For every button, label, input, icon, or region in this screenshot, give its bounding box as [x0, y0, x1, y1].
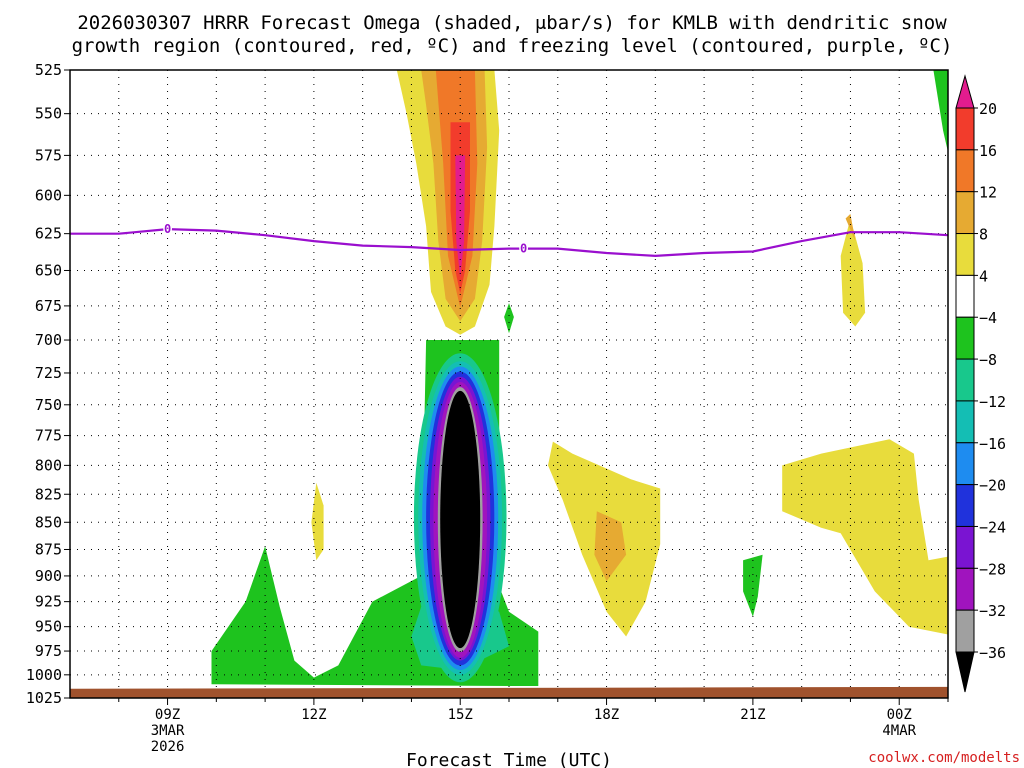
omega-pos-8-blob-22z [845, 213, 856, 242]
colorbar-swatch [955, 316, 975, 360]
colorbar-swatch [955, 525, 975, 569]
y-tick-label: 550 [35, 105, 62, 123]
colorbar-swatch [955, 107, 975, 151]
x-tick-label: 21Z [740, 707, 765, 723]
colorbar-swatch [955, 567, 975, 611]
colorbar-arrow-bottom [955, 651, 975, 693]
x-tick-date: 3MAR [151, 723, 185, 739]
y-tick-label: 1025 [26, 689, 62, 707]
colorbar-level-label: −32 [979, 602, 1006, 620]
colorbar-swatch [955, 149, 975, 193]
colorbar-level-label: −20 [979, 477, 1006, 495]
y-tick-label: 975 [35, 642, 62, 660]
colorbar-swatch [955, 609, 975, 653]
y-tick-label: 750 [35, 396, 62, 414]
omega-neg-8-21z [743, 554, 763, 617]
surface-terrain [70, 686, 948, 698]
y-tick-label: 825 [35, 485, 62, 503]
plot-area: 00 [70, 70, 948, 698]
colorbar-level-label: −28 [979, 560, 1006, 578]
omega-pos-20-core [455, 155, 466, 278]
y-tick-label: 600 [35, 186, 62, 204]
omega-neg-8-corner [933, 70, 948, 153]
x-tick-label: 00Z [887, 707, 912, 723]
y-tick-label: 900 [35, 567, 62, 585]
x-tick-label: 09Z [155, 707, 180, 723]
colorbar-level-label: −36 [979, 644, 1006, 662]
freezing-level-label: 0 [520, 242, 527, 256]
y-tick-label: 575 [35, 146, 62, 164]
omega-pos-4-22z [782, 439, 948, 635]
colorbar-swatch [955, 442, 975, 486]
x-tick-label: 12Z [301, 707, 326, 723]
colorbar-swatch [955, 274, 975, 318]
y-tick-label: 1000 [26, 666, 62, 684]
omega-pos-4-blob-22z [840, 218, 866, 327]
colorbar-level-label: 20 [979, 100, 997, 118]
y-tick-label: 650 [35, 261, 62, 279]
omega-pos-4-12z [311, 482, 324, 561]
x-tick-label: 18Z [594, 707, 619, 723]
colorbar-level-label: −16 [979, 435, 1006, 453]
colorbar-level-label: 8 [979, 226, 988, 244]
colorbar-swatch [955, 191, 975, 235]
freezing-level-label: 0 [164, 222, 171, 236]
y-tick-label: 525 [35, 61, 62, 79]
y-tick-label: 625 [35, 225, 62, 243]
y-tick-label: 725 [35, 364, 62, 382]
colorbar-swatch [955, 484, 975, 527]
plot-frame [69, 69, 949, 699]
y-tick-label: 850 [35, 513, 62, 531]
chart-title-line2: growth region (contoured, red, ºC) and f… [72, 35, 953, 57]
x-tick-label: 15Z [448, 707, 473, 723]
y-tick-label: 875 [35, 540, 62, 558]
colorbar-level-label: −12 [979, 393, 1006, 411]
omega-pos-8-18z [594, 511, 627, 582]
colorbar-swatch [955, 400, 975, 444]
watermark-text: coolwx.com/modelts [868, 750, 1020, 766]
y-tick-label: 675 [35, 297, 62, 315]
x-tick-year: 2026 [151, 739, 185, 755]
x-axis-label: Forecast Time (UTC) [406, 750, 612, 768]
y-tick-label: 925 [35, 593, 62, 611]
omega-neg-8-16z [504, 303, 514, 334]
colorbar-level-label: 12 [979, 184, 997, 202]
colorbar-swatch [955, 358, 975, 402]
omega-neg-36-core [440, 390, 481, 649]
colorbar-swatch [955, 233, 975, 276]
colorbar-arrow-top [955, 74, 975, 109]
y-tick-label: 775 [35, 427, 62, 445]
colorbar-level-label: −4 [979, 309, 997, 327]
colorbar-level-label: 4 [979, 267, 988, 285]
colorbar-level-label: −24 [979, 518, 1006, 536]
freezing-level-line [70, 227, 948, 258]
y-tick-label: 700 [35, 331, 62, 349]
y-tick-label: 800 [35, 456, 62, 474]
colorbar-level-label: −8 [979, 351, 997, 369]
x-tick-date: 4MAR [882, 723, 916, 739]
colorbar-level-label: 16 [979, 142, 997, 160]
y-tick-label: 950 [35, 618, 62, 636]
chart-title-line1: 2026030307 HRRR Forecast Omega (shaded, … [77, 12, 947, 34]
